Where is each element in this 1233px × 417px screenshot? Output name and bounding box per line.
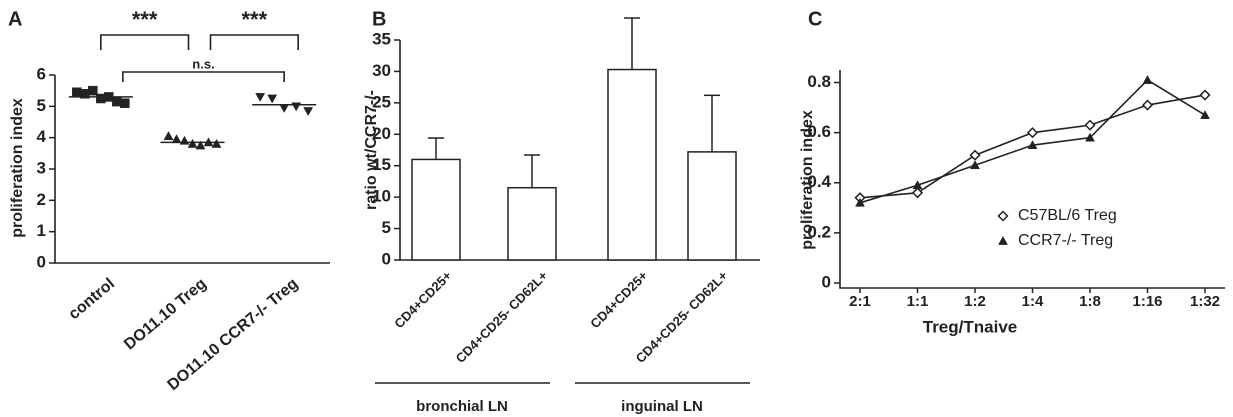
marker (969, 149, 981, 161)
x-axis-label: Treg/Tnaive (923, 317, 1017, 336)
marker (997, 210, 1009, 222)
x-tick-label: 1:4 (1022, 293, 1044, 310)
x-tick-label: 1:32 (1190, 293, 1220, 310)
annotation: n.s. (192, 56, 214, 71)
y-tick-label: 0.4 (807, 172, 831, 191)
marker (179, 135, 190, 145)
bar (607, 68, 657, 261)
marker (96, 93, 106, 104)
y-tick-label: 0 (37, 252, 46, 271)
marker (1027, 140, 1038, 150)
marker (1200, 110, 1210, 119)
y-axis-label: proliferation index (9, 98, 26, 238)
x-tick-label: 1:16 (1132, 293, 1162, 310)
y-tick-label: 2 (37, 190, 46, 209)
y-tick-label: 3 (37, 158, 46, 177)
x-tick-label: CD4+CD25- CD62L+ (453, 268, 551, 366)
y-tick-label: 35 (372, 29, 391, 48)
y-tick-label: 15 (372, 155, 391, 174)
marker (855, 197, 865, 207)
marker (1142, 75, 1153, 84)
y-tick-label: 20 (372, 124, 391, 143)
marker (1199, 89, 1211, 101)
y-tick-label: 1 (37, 221, 46, 240)
panel-label: B (372, 8, 386, 30)
bar (411, 158, 461, 261)
group-label: inguinal LN (621, 398, 703, 415)
y-tick-label: 0.6 (807, 122, 831, 141)
bracket (122, 71, 285, 82)
marker (911, 187, 924, 199)
bracket (100, 34, 190, 50)
annotation: *** (132, 7, 158, 32)
annotation: *** (241, 7, 267, 32)
y-tick-label: 25 (372, 92, 391, 111)
legend-label: CCR7-/- Treg (1018, 232, 1113, 249)
y-tick-label: 0.2 (807, 222, 831, 241)
x-tick-label: DO11.10 Treg (121, 275, 210, 353)
marker (120, 98, 130, 108)
marker (1141, 99, 1154, 111)
marker (88, 85, 98, 96)
y-tick-label: 10 (372, 187, 391, 206)
x-tick-label: 2:1 (849, 293, 871, 310)
y-tick-label: 30 (372, 61, 391, 80)
legend-label: C57BL/6 Treg (1018, 207, 1117, 224)
y-tick-label: 5 (37, 96, 46, 115)
y-tick-label: 0 (382, 249, 391, 268)
marker (998, 235, 1008, 245)
marker (72, 87, 82, 97)
y-axis-label: ratio wt/CCR7-/- (363, 90, 380, 210)
bracket (209, 34, 299, 50)
x-tick-label: 1:1 (907, 293, 929, 310)
marker (303, 107, 314, 117)
panel-label: C (808, 8, 822, 30)
y-tick-label: 6 (37, 64, 46, 83)
marker (255, 93, 266, 102)
bar (507, 186, 557, 261)
x-tick-label: CD4+CD25+ (587, 268, 651, 332)
x-tick-label: 1:2 (964, 293, 986, 310)
y-axis-label: proliferation index (799, 110, 816, 250)
marker (163, 131, 174, 140)
axis-c (839, 70, 1225, 289)
y-tick-label: 0.8 (807, 72, 831, 91)
marker (912, 180, 923, 190)
marker (970, 160, 980, 170)
bar (687, 151, 737, 261)
y-tick-label: 0 (822, 272, 831, 291)
x-tick-label: CD4+CD25- CD62L+ (633, 268, 731, 366)
y-tick-label: 4 (37, 127, 47, 146)
y-tick-label: 5 (382, 218, 391, 237)
marker (1026, 127, 1039, 139)
group-label: bronchial LN (416, 398, 508, 415)
marker (187, 138, 198, 148)
marker (112, 96, 122, 107)
marker (1084, 119, 1096, 131)
marker (211, 138, 222, 148)
marker (1085, 132, 1095, 142)
marker (267, 94, 278, 104)
marker (195, 140, 206, 150)
x-tick-label: 1:8 (1079, 293, 1101, 310)
x-tick-label: CD4+CD25+ (391, 268, 455, 332)
marker (291, 102, 302, 112)
panel-label: A (8, 8, 22, 30)
x-tick-label: control (66, 275, 118, 323)
